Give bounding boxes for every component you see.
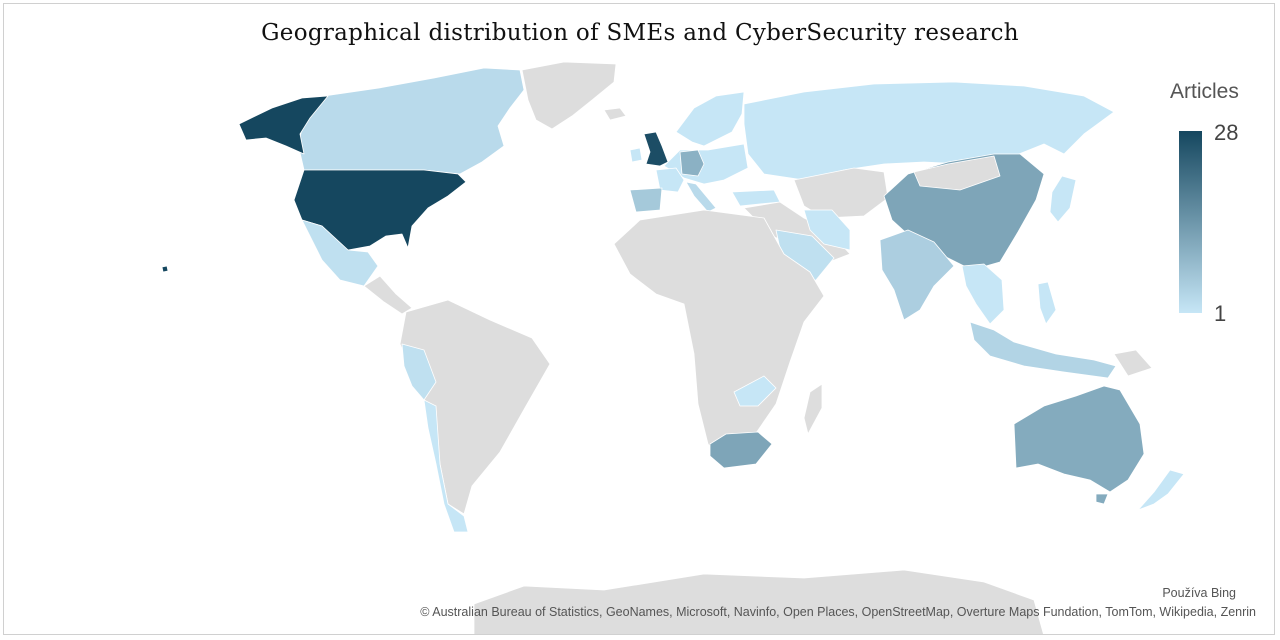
- region-southeast-asia: [961, 263, 1005, 325]
- region-ireland: [629, 147, 643, 163]
- region-chile: [423, 399, 469, 533]
- bing-attribution: Používa Bing: [1162, 586, 1236, 600]
- region-alaska: [238, 95, 329, 155]
- region-iceland: [603, 107, 627, 121]
- region-india: [879, 229, 955, 321]
- region-nordics: [675, 91, 745, 147]
- region-russia: [743, 81, 1115, 181]
- region-spain: [629, 187, 663, 213]
- region-antarctica: [473, 569, 1044, 634]
- region-hawaii: [161, 265, 169, 273]
- legend-min-label: 1: [1214, 301, 1227, 326]
- region-central-america: [363, 275, 413, 315]
- region-mexico: [301, 219, 379, 287]
- legend-max-label: 28: [1214, 120, 1239, 145]
- region-greenland: [521, 61, 617, 130]
- region-mongolia: [913, 155, 1001, 191]
- region-south-africa: [709, 431, 773, 469]
- map-credits: © Australian Bureau of Statistics, GeoNa…: [420, 605, 1256, 619]
- region-australia: [1013, 385, 1145, 493]
- region-madagascar: [803, 383, 823, 435]
- region-italy: [685, 181, 717, 213]
- map-chart-frame: Geographical distribution of SMEs and Cy…: [3, 3, 1275, 635]
- region-france: [655, 167, 685, 193]
- region-papua: [1113, 349, 1153, 377]
- legend-title: Articles: [1170, 80, 1239, 103]
- region-new-zealand: [1137, 469, 1185, 511]
- region-philippines: [1037, 281, 1057, 325]
- chart-title: Geographical distribution of SMEs and Cy…: [261, 20, 1019, 46]
- region-central-asia: [793, 167, 889, 219]
- legend-gradient-bar: [1179, 131, 1202, 313]
- region-united-kingdom: [643, 131, 669, 167]
- region-germany: [679, 149, 705, 177]
- region-south-america: [399, 299, 551, 515]
- world-map: [161, 61, 1202, 634]
- region-zambia: [733, 375, 777, 407]
- region-malaysia-indonesia: [969, 321, 1117, 379]
- region-tasmania: [1095, 493, 1109, 505]
- region-canada: [297, 67, 525, 175]
- region-japan: [1049, 175, 1077, 223]
- region-iran: [803, 209, 851, 251]
